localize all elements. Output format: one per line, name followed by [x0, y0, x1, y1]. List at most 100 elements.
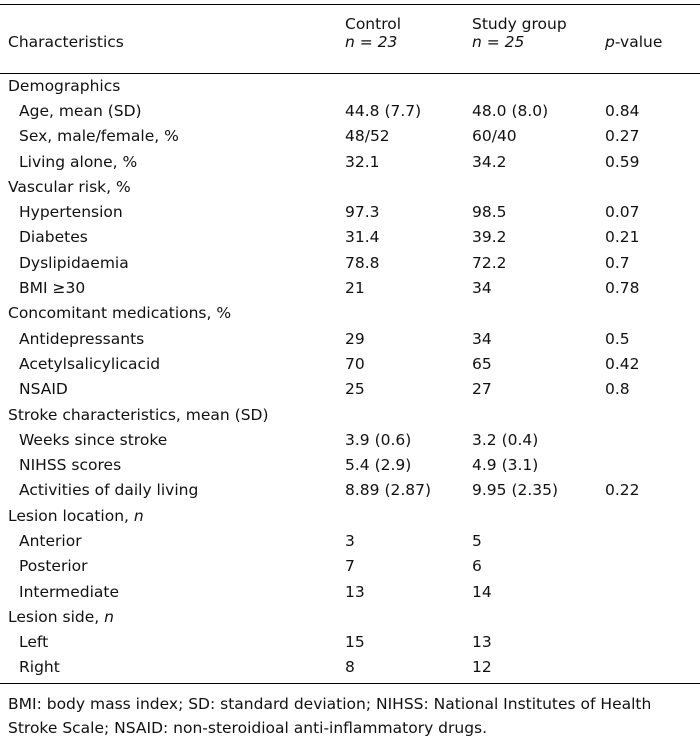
table-row: Posterior 7 6 — [0, 554, 700, 579]
table-row: Intermediate 13 14 — [0, 579, 700, 604]
control-value: 13 — [345, 582, 365, 601]
control-value: 25 — [345, 380, 365, 399]
p-value — [605, 528, 700, 553]
study-value: 65 — [472, 354, 492, 373]
section-row: Lesion location, n — [0, 503, 700, 528]
study-value: 39.2 — [472, 228, 507, 247]
p-value: 0.84 — [605, 101, 640, 120]
table-row: Diabetes 31.4 39.2 0.21 — [0, 225, 700, 250]
control-value: 78.8 — [345, 253, 380, 272]
characteristics-table: Control Study group Characteristics n = … — [0, 7, 700, 680]
row-label: Activities of daily living — [19, 481, 199, 500]
row-label: BMI ≥30 — [19, 279, 86, 298]
table-row: Hypertension 97.3 98.5 0.07 — [0, 199, 700, 224]
p-value — [605, 452, 700, 477]
p-value — [605, 655, 700, 680]
p-value: 0.21 — [605, 228, 640, 247]
row-label: Left — [19, 633, 49, 652]
control-value: 8 — [345, 658, 355, 677]
table-row: Dyslipidaemia 78.8 72.2 0.7 — [0, 250, 700, 275]
table-row: Right 8 12 — [0, 655, 700, 680]
row-label: Dyslipidaemia — [19, 253, 129, 272]
study-value: 34.2 — [472, 152, 507, 171]
p-value: 0.8 — [605, 380, 630, 399]
study-value: 12 — [472, 658, 492, 677]
p-value — [605, 554, 700, 579]
table-body: Demographics Age, mean (SD) 44.8 (7.7) 48.0… — [0, 65, 700, 680]
table-row: Weeks since stroke 3.9 (0.6) 3.2 (0.4) — [0, 427, 700, 452]
table-row: Living alone, % 32.1 34.2 0.59 — [0, 149, 700, 174]
p-value: 0.42 — [605, 354, 640, 373]
study-value: 27 — [472, 380, 492, 399]
p-value: 0.5 — [605, 329, 630, 348]
section-row: Vascular risk, % — [0, 174, 700, 199]
table-row: NIHSS scores 5.4 (2.9) 4.9 (3.1) — [0, 452, 700, 477]
row-label: Diabetes — [19, 228, 88, 247]
study-value: 34 — [472, 329, 492, 348]
study-value: 72.2 — [472, 253, 507, 272]
p-value — [605, 630, 700, 655]
p-value: 0.78 — [605, 279, 640, 298]
control-value: 29 — [345, 329, 365, 348]
section-row: Demographics — [0, 73, 700, 98]
study-value: 60/40 — [472, 127, 517, 146]
control-value: 31.4 — [345, 228, 380, 247]
study-value: 14 — [472, 582, 492, 601]
row-label: NSAID — [19, 380, 68, 399]
row-label: Sex, male/female, % — [19, 127, 179, 146]
row-label: Hypertension — [19, 203, 123, 222]
control-value: 3.9 (0.6) — [345, 430, 412, 449]
study-value: 6 — [472, 557, 482, 576]
control-value: 8.89 (2.87) — [345, 481, 432, 500]
row-label: Intermediate — [19, 582, 120, 601]
row-label: NIHSS scores — [19, 456, 122, 475]
p-value: 0.7 — [605, 253, 630, 272]
table-footnote: BMI: body mass index; SD: standard devia… — [8, 695, 652, 737]
section-title: Lesion location, n — [8, 506, 144, 525]
study-value: 3.2 (0.4) — [472, 430, 539, 449]
p-value — [605, 579, 700, 604]
control-value: 70 — [345, 354, 365, 373]
header-rule — [0, 73, 700, 74]
section-title: Demographics — [8, 76, 121, 95]
top-rule — [0, 4, 700, 5]
study-value: 4.9 (3.1) — [472, 456, 539, 475]
p-value: 0.27 — [605, 127, 640, 146]
control-value: 7 — [345, 557, 355, 576]
section-row: Stroke characteristics, mean (SD) — [0, 402, 700, 427]
table-row: Left 15 13 — [0, 630, 700, 655]
study-value: 34 — [472, 279, 492, 298]
row-label: Weeks since stroke — [19, 430, 168, 449]
control-n: n = 23 — [345, 33, 398, 51]
table-row: Age, mean (SD) 44.8 (7.7) 48.0 (8.0) 0.84 — [0, 98, 700, 123]
bottom-rule — [0, 683, 700, 684]
pvalue-header: p-value — [605, 33, 663, 51]
control-value: 5.4 (2.9) — [345, 456, 412, 475]
table-row: Sex, male/female, % 48/52 60/40 0.27 — [0, 124, 700, 149]
study-value: 13 — [472, 633, 492, 652]
row-label: Posterior — [19, 557, 88, 576]
table-row: Antidepressants 29 34 0.5 — [0, 326, 700, 351]
row-label: Right — [19, 658, 60, 677]
p-value — [605, 427, 700, 452]
control-header: Control — [345, 15, 402, 33]
study-value: 48.0 (8.0) — [472, 101, 549, 120]
section-title: Lesion side, n — [8, 607, 114, 626]
section-row: Concomitant medications, % — [0, 301, 700, 326]
section-row: Lesion side, n — [0, 604, 700, 629]
p-value: 0.59 — [605, 152, 640, 171]
p-value: 0.22 — [605, 481, 640, 500]
control-value: 48/52 — [345, 127, 390, 146]
control-value: 32.1 — [345, 152, 380, 171]
row-label: Anterior — [19, 531, 82, 550]
table-row: BMI ≥30 21 34 0.78 — [0, 275, 700, 300]
study-n: n = 25 — [472, 33, 525, 51]
control-value: 97.3 — [345, 203, 380, 222]
table-row: Acetylsalicylicacid 70 65 0.42 — [0, 351, 700, 376]
control-value: 21 — [345, 279, 365, 298]
control-value: 3 — [345, 531, 355, 550]
section-title: Stroke characteristics, mean (SD) — [8, 405, 269, 424]
p-value: 0.07 — [605, 203, 640, 222]
study-value: 5 — [472, 531, 482, 550]
